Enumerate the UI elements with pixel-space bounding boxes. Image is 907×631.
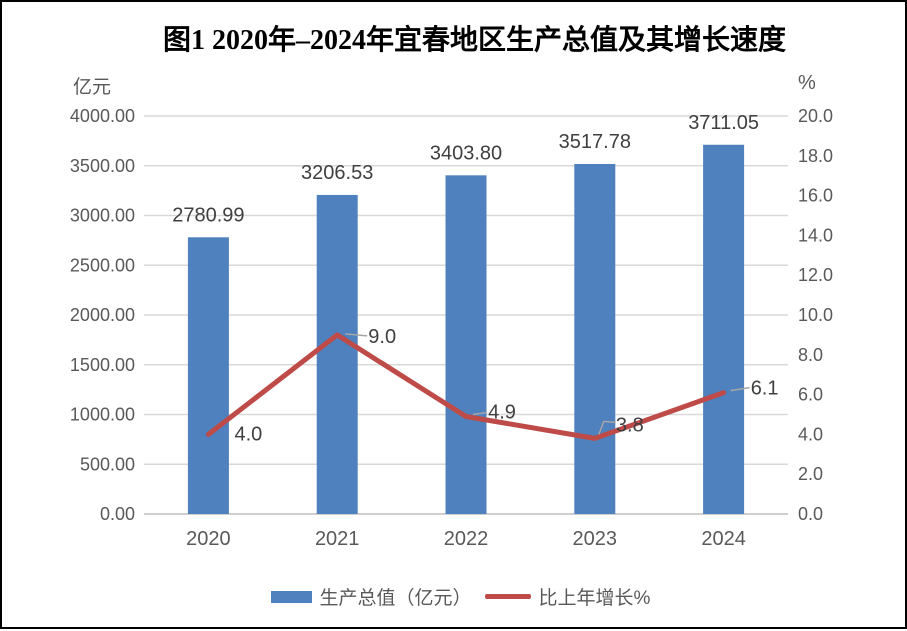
right-axis-tick-label: 4.0 [798, 424, 823, 444]
bar-2024 [703, 144, 745, 514]
left-axis-tick-label: 2000.00 [70, 305, 135, 325]
line-value-label: 4.9 [488, 401, 516, 423]
right-axis-tick-label: 16.0 [798, 186, 833, 206]
left-axis-unit-label: 亿元 [72, 77, 111, 98]
bar-value-label: 3403.80 [430, 142, 502, 164]
left-axis-tick-label: 1000.00 [70, 405, 135, 425]
label-leader-line [472, 411, 488, 416]
right-axis-tick-label: 6.0 [798, 385, 823, 405]
label-leader-line [345, 333, 368, 337]
legend-line-label: 比上年增长% [538, 588, 651, 609]
right-axis-tick-label: 0.0 [798, 504, 823, 524]
left-axis-tick-label: 4000.00 [70, 106, 135, 126]
chart-title: 图1 2020年–2024年宜春地区生产总值及其增长速度 [162, 25, 786, 56]
right-axis-tick-label: 8.0 [798, 345, 823, 365]
right-axis-tick-label: 20.0 [798, 106, 833, 126]
left-axis-tick-label: 0.00 [100, 504, 135, 524]
bar-value-label: 3517.78 [559, 131, 631, 153]
growth-rate-line [205, 332, 727, 441]
bar-2020 [187, 237, 229, 514]
line-value-label: 6.1 [751, 378, 779, 400]
right-axis-tick-label: 10.0 [798, 305, 833, 325]
legend-bar-swatch-icon [270, 590, 312, 603]
right-axis-unit-label: % [798, 72, 816, 94]
x-axis-label: 2023 [573, 528, 618, 550]
left-axis-tick-label: 3000.00 [70, 206, 135, 226]
label-leader-line [598, 420, 616, 435]
x-axis-label: 2022 [444, 528, 489, 550]
line-value-label: 4.0 [234, 423, 262, 445]
left-axis-tick-label: 1500.00 [70, 355, 135, 375]
right-axis-tick-label: 12.0 [798, 265, 833, 285]
label-leader-line [730, 386, 750, 392]
legend-item-growth: 比上年增长% [484, 583, 651, 610]
left-axis-tick-label: 3500.00 [70, 156, 135, 176]
line-value-label: 3.8 [616, 414, 644, 436]
legend-bar-label: 生产总值（亿元） [319, 588, 472, 609]
chart-legend: 生产总值（亿元） 比上年增长% [2, 583, 905, 610]
right-axis-tick-label: 14.0 [798, 225, 833, 245]
bar-2023 [574, 163, 616, 514]
legend-item-gdp: 生产总值（亿元） [270, 583, 472, 610]
bar-value-label: 3206.53 [301, 162, 373, 184]
left-axis-tick-label: 500.00 [80, 454, 135, 474]
x-axis-label: 2020 [186, 528, 231, 550]
bar-value-label: 3711.05 [688, 112, 759, 134]
x-axis-label: 2024 [701, 528, 746, 550]
bar-value-label: 2780.99 [172, 204, 244, 226]
right-axis-tick-label: 18.0 [798, 146, 833, 166]
legend-line-swatch-icon [484, 594, 531, 599]
bar-2021 [316, 194, 358, 515]
right-axis-tick-label: 2.0 [798, 464, 823, 484]
x-axis-label: 2021 [315, 528, 360, 550]
left-axis-tick-label: 2500.00 [70, 255, 135, 275]
bar-2022 [445, 175, 487, 514]
line-value-label: 9.0 [368, 326, 396, 348]
